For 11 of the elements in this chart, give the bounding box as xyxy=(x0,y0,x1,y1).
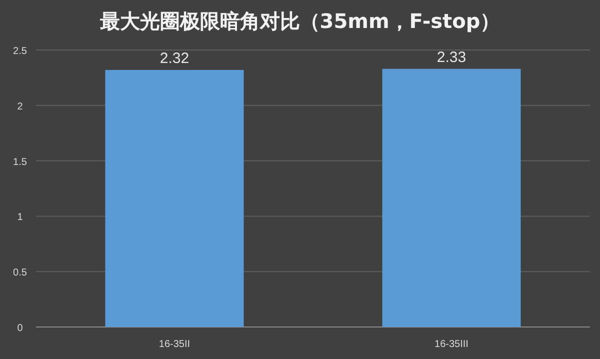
chart-title: 最大光圈极限暗角对比（35mm，F-stop） xyxy=(98,9,500,33)
y-tick-label: 1.5 xyxy=(13,156,28,168)
y-tick-label: 0.5 xyxy=(13,268,28,279)
y-tick-label: 2 xyxy=(17,101,24,112)
data-label: 2.33 xyxy=(436,48,466,66)
y-tick-label: 1 xyxy=(17,212,24,224)
x-tick-label: 16-35III xyxy=(434,339,468,350)
y-tick-label: 0 xyxy=(17,323,24,334)
y-tick-label: 2.5 xyxy=(13,46,28,57)
x-tick-label: 16-35II xyxy=(158,339,190,350)
data-label: 2.32 xyxy=(160,50,190,67)
